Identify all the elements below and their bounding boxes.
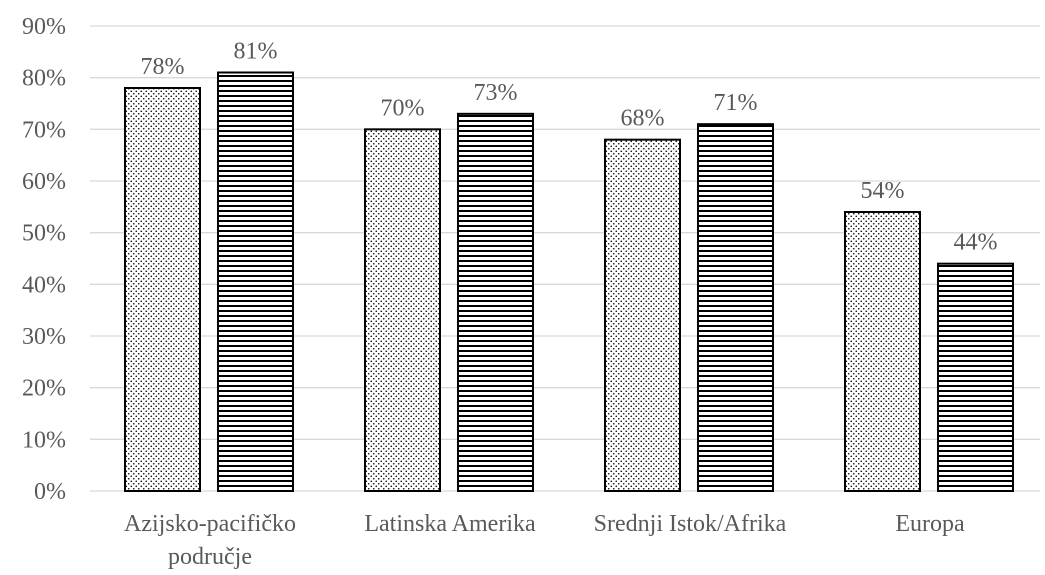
data-label: 81% — [234, 39, 278, 65]
y-tick-label: 50% — [22, 221, 66, 247]
y-axis-ticks: 0% 10% 20% 30% 40% 50% 60% 70% 80% 90% — [22, 14, 66, 505]
data-labels: 78% 70% 68% 54% 81% 73% 71% 44% — [141, 39, 998, 256]
x-axis-categories: Azijsko-pacifičko područje Latinska Amerik… — [124, 511, 965, 570]
data-label: 68% — [621, 106, 665, 132]
data-label: 44% — [954, 230, 998, 256]
y-tick-label: 10% — [22, 427, 66, 453]
bar — [457, 112, 534, 492]
bars — [124, 71, 1014, 493]
y-tick-label: 70% — [22, 117, 66, 143]
bar — [124, 87, 201, 492]
data-label: 73% — [474, 80, 518, 106]
y-tick-label: 80% — [22, 66, 66, 92]
bar — [217, 71, 294, 492]
bar — [937, 262, 1014, 492]
y-tick-label: 60% — [22, 169, 66, 195]
data-label: 78% — [141, 54, 185, 80]
data-label: 70% — [381, 95, 425, 121]
bar — [844, 211, 921, 492]
data-label: 71% — [714, 90, 758, 116]
y-tick-label: 40% — [22, 272, 66, 298]
x-category-label: Europa — [895, 511, 965, 537]
x-category-label: Azijsko-pacifičko — [124, 511, 296, 537]
y-tick-label: 30% — [22, 324, 66, 350]
y-tick-label: 0% — [34, 479, 66, 505]
x-category-label: Srednji Istok/Afrika — [594, 511, 787, 537]
x-category-label: Latinska Amerika — [364, 511, 536, 537]
bar — [697, 123, 774, 493]
x-category-label: područje — [168, 544, 252, 570]
y-tick-label: 20% — [22, 376, 66, 402]
bar — [364, 128, 441, 492]
y-tick-label: 90% — [22, 14, 66, 40]
bar — [604, 138, 681, 493]
data-label: 54% — [861, 178, 905, 204]
